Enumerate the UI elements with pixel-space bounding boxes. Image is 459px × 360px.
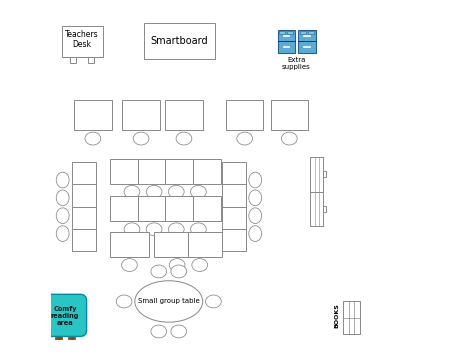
Bar: [73, 162, 95, 184]
Bar: [110, 196, 138, 221]
Bar: [74, 100, 112, 130]
Ellipse shape: [151, 265, 167, 278]
Bar: [324, 171, 326, 177]
Bar: [193, 158, 221, 184]
Ellipse shape: [135, 281, 203, 322]
Ellipse shape: [133, 132, 149, 145]
Bar: [222, 229, 246, 251]
Ellipse shape: [168, 185, 184, 198]
Bar: [308, 31, 314, 34]
Ellipse shape: [169, 258, 185, 271]
Ellipse shape: [56, 208, 69, 224]
Ellipse shape: [171, 325, 187, 338]
Ellipse shape: [146, 223, 162, 236]
Bar: [88, 57, 95, 63]
Ellipse shape: [151, 325, 167, 338]
Ellipse shape: [85, 132, 101, 145]
Bar: [165, 158, 193, 184]
Bar: [165, 100, 203, 130]
Ellipse shape: [249, 226, 262, 242]
Ellipse shape: [122, 258, 137, 271]
Ellipse shape: [237, 132, 252, 145]
Ellipse shape: [176, 132, 192, 145]
Bar: [300, 31, 306, 34]
Bar: [310, 157, 324, 192]
Ellipse shape: [56, 226, 69, 242]
Ellipse shape: [56, 190, 69, 206]
Bar: [310, 192, 324, 226]
Bar: [188, 232, 222, 257]
Text: Teachers
Desk: Teachers Desk: [65, 30, 99, 49]
Ellipse shape: [190, 223, 206, 236]
Bar: [222, 162, 246, 184]
Bar: [73, 229, 95, 251]
Bar: [62, 26, 103, 57]
Bar: [222, 207, 246, 229]
Ellipse shape: [56, 172, 69, 188]
Ellipse shape: [171, 265, 187, 278]
Text: Comfy
reading
area: Comfy reading area: [51, 306, 79, 327]
Bar: [110, 158, 138, 184]
Text: Small group table: Small group table: [138, 298, 200, 305]
Ellipse shape: [192, 258, 207, 271]
Ellipse shape: [116, 295, 132, 308]
Text: BOOKS: BOOKS: [334, 303, 339, 328]
Bar: [138, 158, 165, 184]
FancyBboxPatch shape: [44, 294, 87, 337]
Bar: [324, 206, 326, 212]
Ellipse shape: [206, 295, 221, 308]
Bar: [287, 31, 293, 34]
Ellipse shape: [146, 185, 162, 198]
Bar: [73, 207, 95, 229]
Bar: [138, 196, 165, 221]
Bar: [222, 184, 246, 207]
Ellipse shape: [249, 190, 262, 206]
Ellipse shape: [249, 208, 262, 224]
Text: Smartboard: Smartboard: [151, 36, 208, 46]
Bar: [165, 196, 193, 221]
Bar: [155, 232, 188, 257]
Bar: [271, 100, 308, 130]
Bar: [73, 184, 95, 207]
Bar: [343, 301, 360, 334]
Bar: [278, 30, 295, 53]
Bar: [298, 30, 316, 53]
Bar: [280, 31, 285, 34]
Ellipse shape: [124, 185, 140, 198]
Ellipse shape: [190, 185, 206, 198]
Ellipse shape: [281, 132, 297, 145]
Bar: [70, 57, 76, 63]
Bar: [193, 196, 221, 221]
Bar: [144, 23, 215, 59]
Ellipse shape: [124, 223, 140, 236]
Text: Extra
supplies: Extra supplies: [282, 58, 311, 71]
Bar: [226, 100, 263, 130]
Bar: [123, 100, 160, 130]
Ellipse shape: [168, 223, 184, 236]
Bar: [110, 232, 149, 257]
Ellipse shape: [249, 172, 262, 188]
